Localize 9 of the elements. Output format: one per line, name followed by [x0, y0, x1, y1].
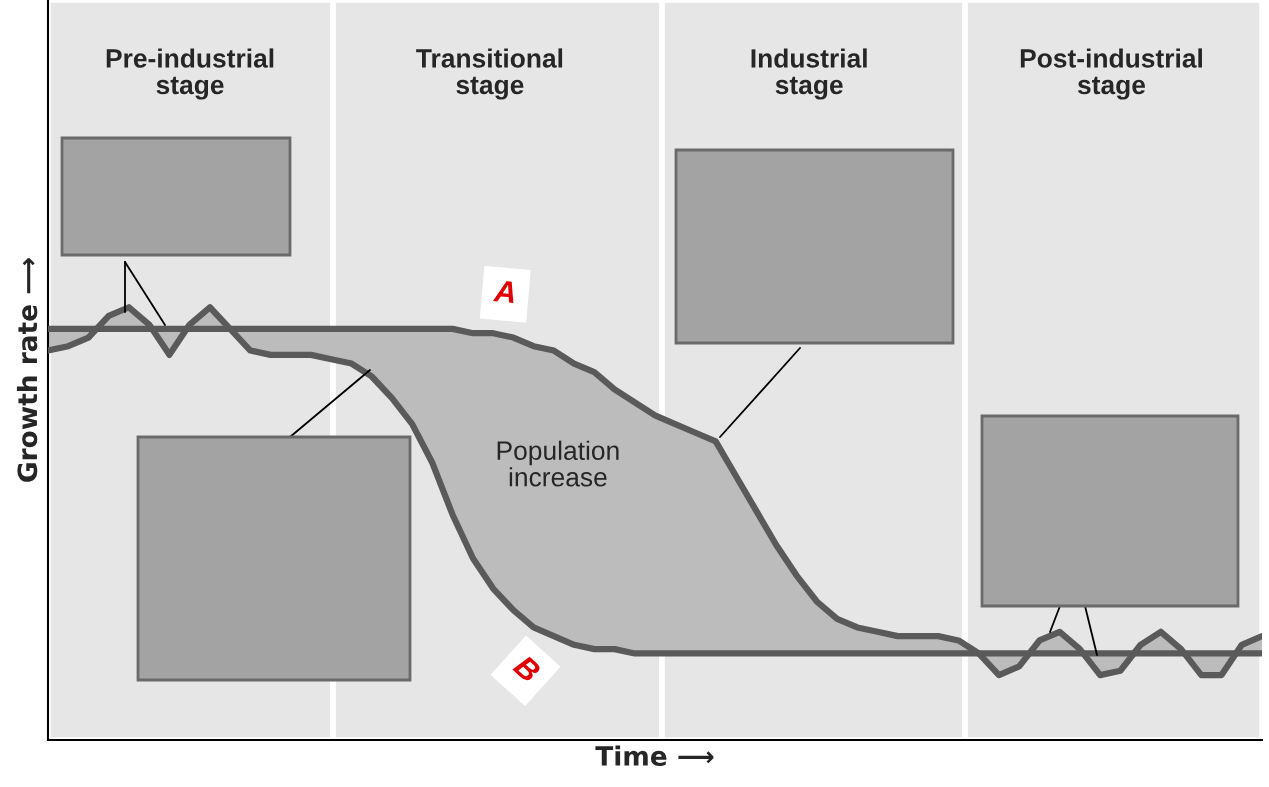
text: B — [512, 653, 542, 684]
text: Industrial stage — [751, 48, 867, 100]
x-axis-title: Time ⟶ — [595, 745, 714, 766]
series-label: A — [492, 280, 516, 303]
annotation: Population increase — [497, 440, 619, 487]
text: Post-industrial stage — [1020, 48, 1202, 100]
text: Transitional stage — [416, 48, 563, 100]
y-axis-title: Growth rate ⟶ — [16, 258, 38, 482]
text: Pre-industrial stage — [106, 48, 274, 100]
